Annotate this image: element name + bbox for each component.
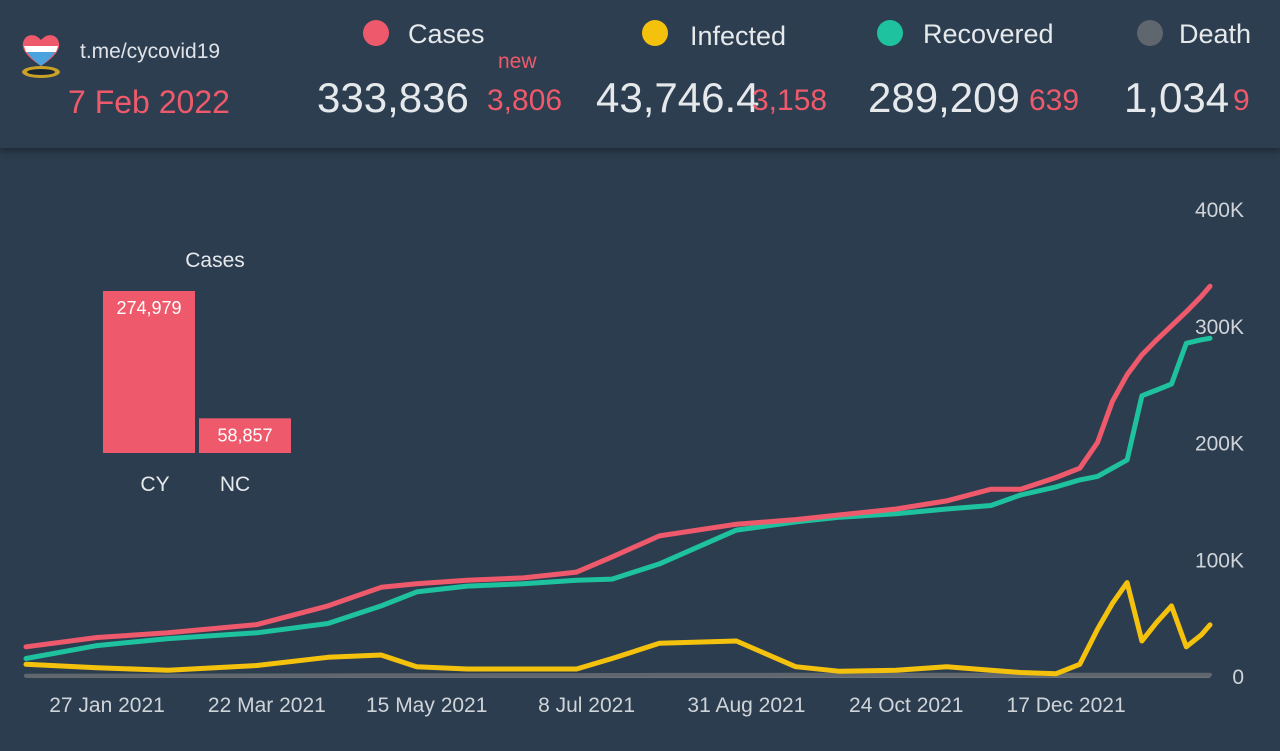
death-new: 9 (1233, 84, 1250, 117)
y-tick-label: 200K (1195, 433, 1244, 456)
cumulative-line-chart: 0 100K 200K 300K 400K 27 Jan 2021 22 Mar 2021 1… (23, 199, 1244, 717)
death-label: Death (1179, 19, 1252, 49)
infected-new: 3,158 (752, 84, 828, 117)
infected-legend-dot (642, 20, 668, 46)
bar-chart-title: Cases (185, 249, 245, 272)
x-tick-label: 22 Mar 2021 (208, 694, 326, 717)
death-legend-dot (1137, 20, 1163, 46)
y-tick-label: 400K (1195, 199, 1244, 222)
bar-value-label: 58,857 (217, 425, 272, 445)
y-tick-label: 300K (1195, 316, 1244, 339)
x-tick-label: 17 Dec 2021 (1007, 694, 1126, 717)
cyprus-heart-logo-icon (22, 35, 60, 78)
infected-series-line (23, 580, 1213, 677)
bar-cy (103, 291, 195, 453)
recovered-legend-dot (877, 20, 903, 46)
y-tick-label: 0 (1232, 666, 1244, 689)
cases-new: 3,806 (487, 84, 563, 117)
cases-total: 333,836 (317, 74, 469, 121)
channel-link[interactable]: t.me/cycovid19 (80, 40, 221, 63)
y-tick-label: 100K (1195, 549, 1244, 572)
bar-value-label: 274,979 (116, 298, 181, 318)
cases-legend-dot (363, 20, 389, 46)
cases-label: Cases (408, 19, 485, 49)
report-date: 7 Feb 2022 (68, 84, 230, 120)
new-label: new (498, 50, 537, 73)
death-total: 1,034 (1124, 74, 1230, 121)
infected-total: 43,746.4 (596, 74, 760, 121)
bar-category-label: CY (140, 473, 169, 496)
recovered-new: 639 (1029, 84, 1080, 117)
bar-category-label: NC (220, 473, 250, 496)
stats-header: t.me/cycovid19 7 Feb 2022 Cases new 333,… (0, 0, 1280, 148)
infected-label: Infected (690, 21, 787, 51)
death-series-line (24, 672, 1212, 678)
recovered-total: 289,209 (868, 74, 1020, 121)
x-tick-label: 15 May 2021 (366, 694, 487, 717)
x-tick-label: 31 Aug 2021 (687, 694, 805, 717)
bar-nc (199, 418, 291, 453)
cases-series-line (23, 283, 1213, 650)
recovered-series-line (23, 335, 1213, 661)
recovered-label: Recovered (923, 19, 1054, 49)
x-tick-label: 8 Jul 2021 (538, 694, 635, 717)
x-tick-label: 24 Oct 2021 (849, 694, 963, 717)
x-tick-label: 27 Jan 2021 (49, 694, 165, 717)
chart-area: 0 100K 200K 300K 400K 27 Jan 2021 22 Mar 2021 1… (0, 150, 1280, 746)
